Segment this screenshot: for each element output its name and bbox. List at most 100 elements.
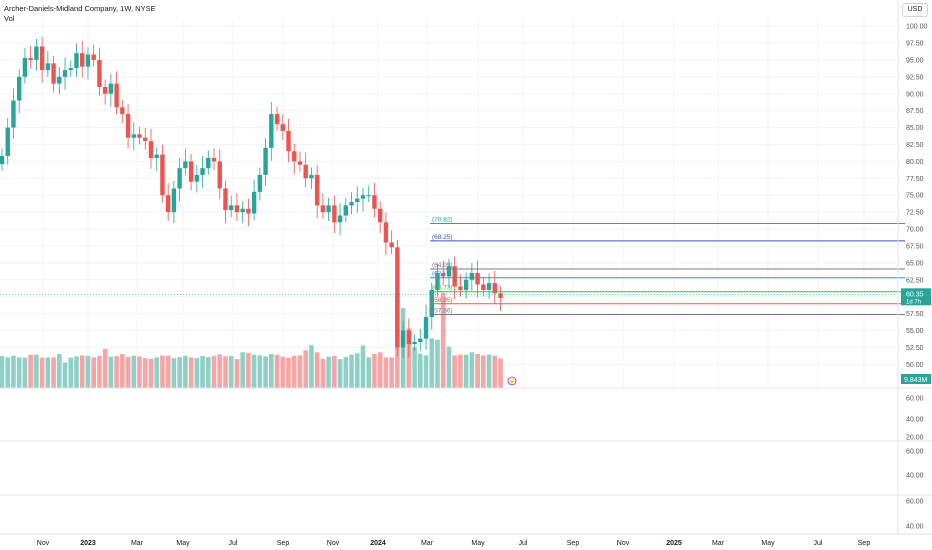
y-tick-label: 87.50	[906, 108, 924, 115]
volume-bar	[97, 356, 102, 388]
y-tick-label: 82.50	[906, 142, 924, 149]
candle-body	[45, 63, 51, 71]
candle-body	[297, 161, 303, 165]
volume-bar	[240, 352, 245, 388]
candle-body	[229, 205, 234, 211]
x-tick-label: Nov	[37, 540, 50, 547]
y-tick-label: 65.00	[906, 260, 924, 267]
volume-bar	[11, 355, 16, 388]
volume-bar	[85, 355, 91, 388]
candle-body	[446, 266, 452, 277]
candle-body	[481, 284, 486, 290]
candle-body	[463, 279, 469, 290]
price-level-label: (58.95)	[432, 297, 453, 304]
x-tick-label: Sep	[567, 540, 580, 547]
volume-bar	[412, 347, 417, 388]
x-tick-label: Jul	[519, 540, 528, 547]
x-tick-label: Jul	[229, 540, 238, 547]
volume-bar	[217, 354, 223, 388]
price-level-label: (57.36)	[432, 308, 453, 315]
y-tick-label: 62.50	[906, 277, 924, 284]
volume-bar	[303, 350, 308, 388]
candle-body	[486, 283, 492, 290]
y-tick-label: 100.00	[906, 24, 928, 31]
volume-bar	[74, 356, 79, 388]
candle-body	[143, 137, 148, 142]
candle-body	[125, 114, 131, 138]
candle-body	[320, 205, 326, 213]
volume-bar	[177, 357, 182, 388]
volume-bar	[131, 355, 137, 388]
candle-body	[452, 266, 457, 287]
candle-body	[62, 70, 68, 77]
candle-body	[234, 205, 240, 213]
candle-body	[183, 161, 188, 169]
x-tick-label: Mar	[421, 540, 434, 547]
volume-bar	[349, 354, 354, 388]
volume-bar	[263, 356, 268, 388]
y-tick-label: 85.00	[906, 125, 924, 132]
x-tick-label: Jul	[814, 540, 823, 547]
x-tick-label: Mar	[131, 540, 144, 547]
volume-bar	[498, 358, 503, 388]
candle-body	[263, 147, 268, 175]
candle-body	[11, 100, 16, 128]
y-tick-label: 92.50	[906, 74, 924, 81]
volume-bar	[142, 358, 148, 388]
x-tick-label: 2025	[666, 540, 682, 547]
candle-body	[498, 293, 503, 299]
volume-bar	[440, 292, 446, 388]
candle-body	[441, 273, 446, 277]
candle-body	[406, 330, 412, 345]
y-tick-label: 57.50	[906, 311, 924, 318]
candle-body	[423, 316, 429, 339]
volume-bar	[360, 345, 366, 388]
volume-bar	[125, 357, 131, 388]
sub-pane-y-tick: 20.00	[906, 435, 924, 442]
volume-bar	[332, 356, 337, 388]
candle-body	[22, 57, 28, 77]
candle-body	[80, 53, 85, 67]
candle-body	[469, 273, 475, 280]
candle-body	[366, 195, 371, 197]
y-tick-label: 80.00	[906, 159, 924, 166]
y-tick-label: 70.00	[906, 227, 924, 234]
volume-bar	[486, 354, 492, 388]
volume-bar	[246, 352, 251, 388]
candle-body	[91, 54, 96, 60]
y-tick-label: 90.00	[906, 91, 924, 98]
volume-bar	[343, 357, 349, 388]
volume-bar	[102, 348, 108, 388]
volume-bar	[452, 355, 457, 388]
candle-body	[188, 161, 194, 182]
x-tick-label: 2024	[370, 540, 386, 547]
volume-bar	[435, 339, 440, 388]
candle-body	[303, 164, 308, 179]
currency-button[interactable]: USD	[902, 3, 928, 17]
candle-body	[309, 174, 314, 179]
volume-bar	[51, 357, 56, 388]
lightning-icon	[507, 376, 517, 386]
x-tick-label: 2023	[80, 540, 96, 547]
price-level-label: (70.82)	[432, 216, 453, 223]
candle-body	[51, 63, 56, 84]
price-level-label: (64.09)	[432, 262, 453, 269]
candle-body	[34, 46, 39, 60]
candle-body	[114, 83, 119, 108]
volume-bar	[45, 357, 51, 388]
volume-bar	[469, 352, 475, 388]
volume-bar	[429, 338, 435, 388]
x-tick-label: Nov	[327, 540, 340, 547]
volume-bar	[377, 352, 383, 388]
candle-body	[240, 208, 245, 213]
volume-bar	[458, 354, 463, 388]
candle-body	[360, 195, 366, 199]
candle-body	[28, 57, 33, 60]
candle-body	[97, 59, 102, 87]
candle-body	[349, 201, 354, 206]
candle-body	[251, 191, 257, 214]
candle-body	[314, 174, 320, 206]
lightning-icon-glyph: ⚡	[508, 378, 515, 386]
candle-body	[16, 76, 22, 101]
